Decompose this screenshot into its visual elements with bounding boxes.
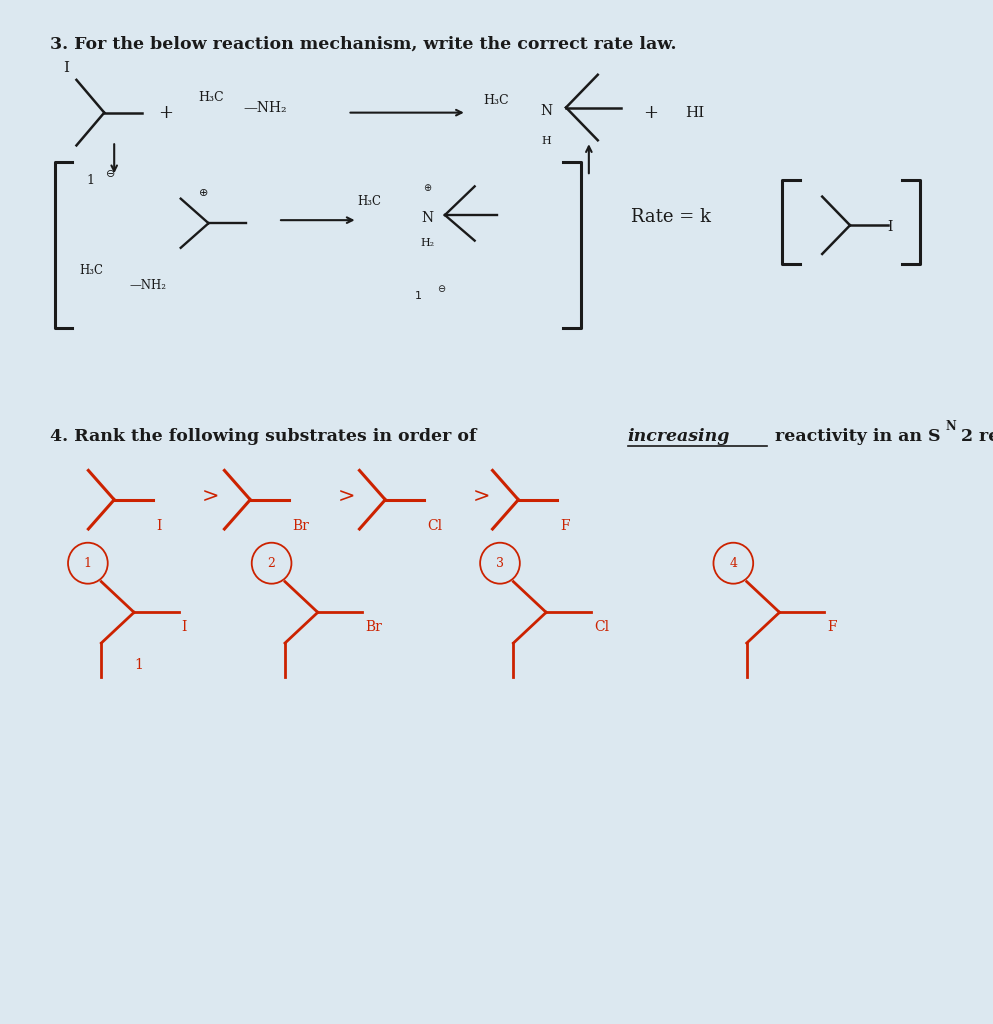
Text: 4. Rank the following substrates in order of: 4. Rank the following substrates in orde… <box>50 428 483 445</box>
Text: increasing: increasing <box>628 428 730 445</box>
Text: 2 reaction.: 2 reaction. <box>961 428 993 445</box>
Text: HI: HI <box>685 105 705 120</box>
Text: N: N <box>945 420 956 433</box>
Text: H₃C: H₃C <box>357 195 381 208</box>
Text: —NH₂: —NH₂ <box>243 100 287 115</box>
Text: 3: 3 <box>496 557 504 569</box>
Text: F: F <box>560 519 570 534</box>
Text: I: I <box>888 220 893 234</box>
Text: 1: 1 <box>86 174 94 187</box>
Text: >: > <box>338 488 355 507</box>
Text: +: + <box>642 103 658 122</box>
Text: I: I <box>182 620 187 634</box>
Text: +: + <box>158 103 174 122</box>
Text: >: > <box>473 488 491 507</box>
Text: Rate = k: Rate = k <box>631 208 711 226</box>
Text: 4: 4 <box>729 557 738 569</box>
Text: 1: 1 <box>135 657 143 672</box>
Text: Br: Br <box>292 519 309 534</box>
Text: N: N <box>421 211 433 225</box>
Text: 3. For the below reaction mechanism, write the correct rate law.: 3. For the below reaction mechanism, wri… <box>50 36 676 53</box>
Text: ⊖: ⊖ <box>106 169 115 179</box>
Text: Cl: Cl <box>594 620 609 634</box>
Text: Br: Br <box>365 620 382 634</box>
Text: H₃C: H₃C <box>484 94 509 106</box>
Text: >: > <box>202 488 219 507</box>
Text: I: I <box>64 60 70 75</box>
Text: reactivity in an S: reactivity in an S <box>769 428 940 445</box>
Text: H₂: H₂ <box>420 238 434 248</box>
Text: I: I <box>156 519 161 534</box>
Text: N: N <box>540 103 552 118</box>
Text: 1: 1 <box>83 557 92 569</box>
Text: H: H <box>541 136 551 146</box>
Text: H₃C: H₃C <box>79 264 103 278</box>
Text: —NH₂: —NH₂ <box>129 279 166 292</box>
Text: ⊖: ⊖ <box>437 284 445 294</box>
Text: Cl: Cl <box>427 519 442 534</box>
Text: 2: 2 <box>268 557 275 569</box>
Text: F: F <box>827 620 837 634</box>
Text: ⊕: ⊕ <box>423 183 431 194</box>
Text: H₃C: H₃C <box>199 91 224 103</box>
Text: ⊕: ⊕ <box>199 187 209 198</box>
Text: 1: 1 <box>415 291 422 301</box>
